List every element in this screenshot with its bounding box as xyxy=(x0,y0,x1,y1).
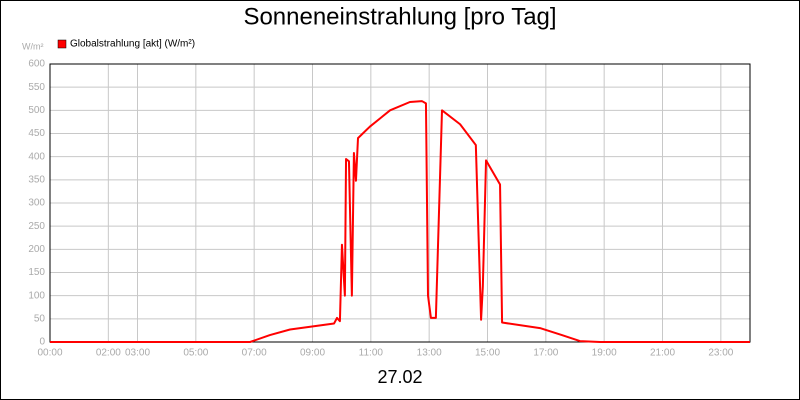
y-tick-label: 500 xyxy=(28,105,45,116)
y-tick-label: 250 xyxy=(28,221,45,232)
x-tick-label: 17:00 xyxy=(533,348,558,359)
y-tick-label: 150 xyxy=(28,267,45,278)
x-tick-label: 02:00 xyxy=(96,348,121,359)
y-tick-label: 100 xyxy=(28,290,45,301)
y-tick-label: 50 xyxy=(34,313,46,324)
data-line xyxy=(50,100,750,343)
legend-swatch xyxy=(57,39,67,49)
x-tick-label: 00:00 xyxy=(37,348,62,359)
y-tick-label: 350 xyxy=(28,174,45,185)
x-tick-label: 07:00 xyxy=(242,348,267,359)
plot-frame xyxy=(49,63,751,343)
x-tick-label: 21:00 xyxy=(650,348,675,359)
legend-label: Globalstrahlung [akt] (W/m²) xyxy=(70,39,195,50)
y-unit: W/m² xyxy=(22,41,44,51)
y-tick-label: 450 xyxy=(28,128,45,139)
y-tick-label: 300 xyxy=(28,198,45,209)
x-tick-label: 09:00 xyxy=(300,348,325,359)
x-tick-label: 11:00 xyxy=(359,348,384,359)
y-tick-label: 550 xyxy=(28,82,45,93)
x-tick-label: 23:00 xyxy=(708,348,733,359)
y-tick-label: 200 xyxy=(28,244,45,255)
x-tick-label: 19:00 xyxy=(592,348,617,359)
x-tick-label: 05:00 xyxy=(183,348,208,359)
x-tick-label: 13:00 xyxy=(417,348,442,359)
chart-title: Sonneneinstrahlung [pro Tag] xyxy=(243,3,556,30)
x-tick-label: 03:00 xyxy=(125,348,150,359)
x-tick-label: 15:00 xyxy=(475,348,500,359)
x-label: 27.02 xyxy=(377,367,422,387)
y-tick-label: 400 xyxy=(28,151,45,162)
y-tick-label: 0 xyxy=(39,337,45,348)
y-tick-label: 600 xyxy=(28,59,45,70)
